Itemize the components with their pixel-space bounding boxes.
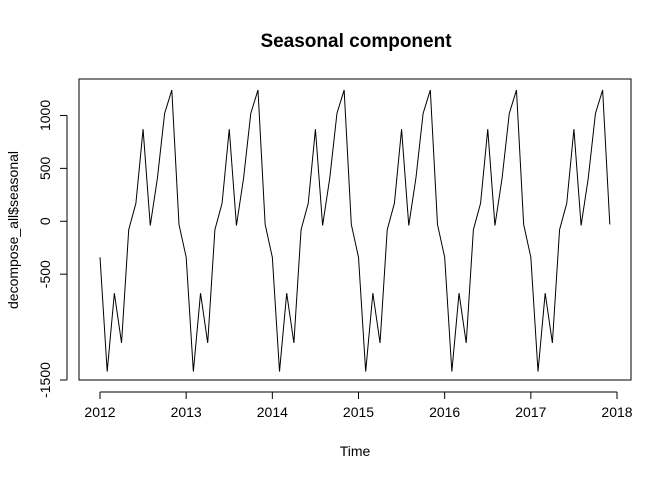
x-axis-label: Time [340, 443, 371, 459]
x-tick-label: 2018 [601, 404, 632, 420]
x-tick-label: 2012 [84, 404, 115, 420]
x-tick-label: 2013 [171, 404, 202, 420]
plot-area [78, 78, 632, 381]
y-axis-label: decompose_all$seasonal [5, 151, 21, 309]
data-points [99, 89, 611, 372]
chart-title: Seasonal component [260, 31, 452, 52]
x-tick-label: 2016 [429, 404, 460, 420]
x-tick-label: 2017 [515, 404, 546, 420]
y-axis: -1500 -500 0 500 1000 [37, 100, 68, 398]
x-tick-label: 2015 [343, 404, 374, 420]
y-tick-label: -1500 [37, 362, 53, 398]
y-tick-label: -500 [37, 260, 53, 288]
seasonal-series-line [99, 89, 611, 372]
x-axis: 2012 2013 2014 2015 2016 2017 2018 [84, 391, 633, 420]
y-tick-label: 0 [37, 217, 53, 225]
y-tick-label: 1000 [37, 100, 53, 131]
x-tick-label: 2014 [257, 404, 288, 420]
y-tick-label: 500 [37, 156, 53, 180]
